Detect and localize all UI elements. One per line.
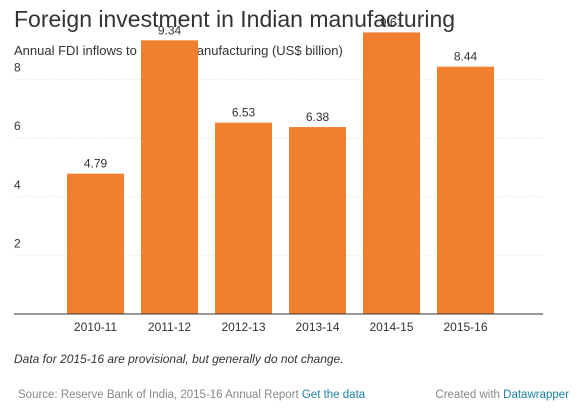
bar-value-label: 9.61 xyxy=(380,15,404,29)
created-with-text: Created with xyxy=(435,389,500,401)
bar-value-label: 6.53 xyxy=(232,106,256,120)
source-text: Source: Reserve Bank of India, 2015-16 A… xyxy=(18,389,299,401)
bar-chart: 2 4 6 8 4.79 2010-11 9.34 2011-12 6.53 2012-13 6.3… xyxy=(14,15,543,334)
x-tick-label: 2013-14 xyxy=(295,320,339,334)
bar xyxy=(215,122,272,315)
bar xyxy=(289,127,346,314)
x-tick-label: 2011-12 xyxy=(148,320,191,334)
bar xyxy=(363,32,420,314)
bar-value-label: 4.79 xyxy=(84,157,108,171)
bar xyxy=(437,66,494,314)
y-tick-label: 6 xyxy=(14,119,21,133)
x-tick-label: 2014-15 xyxy=(369,320,413,334)
x-tick-label: 2015-16 xyxy=(443,320,487,334)
bar-value-label: 8.44 xyxy=(454,50,478,64)
bar xyxy=(141,40,198,314)
provisional-note: Data for 2015-16 are provisional, but ge… xyxy=(14,352,344,366)
x-tick-label: 2012-13 xyxy=(221,320,265,334)
get-data-link[interactable]: Get the data xyxy=(301,389,366,401)
x-tick-label: 2010-11 xyxy=(74,320,117,334)
y-tick-label: 2 xyxy=(14,236,21,250)
bar xyxy=(67,173,124,314)
bar-value-label: 9.34 xyxy=(158,23,182,37)
y-tick-label: 4 xyxy=(14,178,21,192)
chart-title: Foreign investment in Indian manufacturi… xyxy=(14,6,456,32)
y-tick-label: 8 xyxy=(14,61,21,75)
bar-value-label: 6.38 xyxy=(306,110,330,124)
credit-footer: Created with Datawrapper xyxy=(435,389,569,401)
datawrapper-link[interactable]: Datawrapper xyxy=(503,389,569,401)
source-footer: Source: Reserve Bank of India, 2015-16 A… xyxy=(18,389,365,401)
